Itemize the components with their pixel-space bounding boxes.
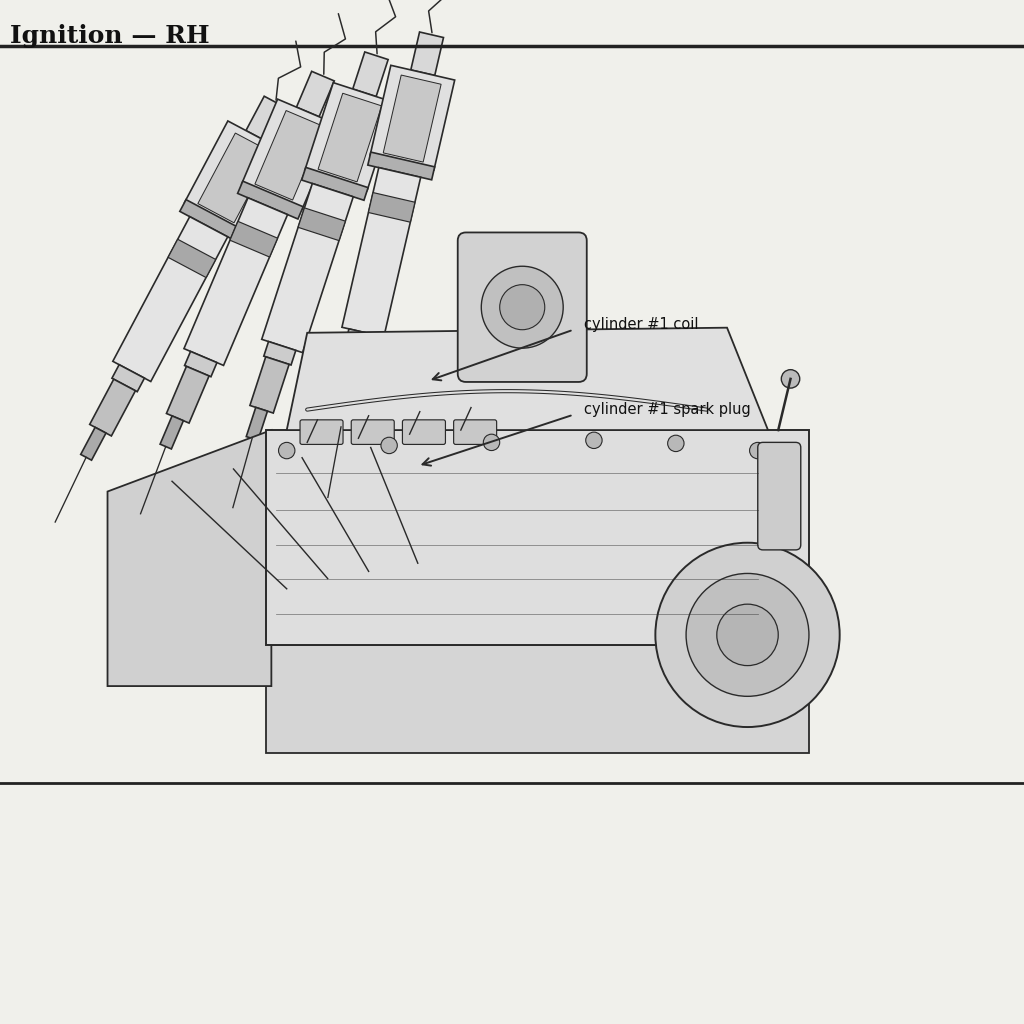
Polygon shape (298, 208, 345, 241)
Circle shape (655, 543, 840, 727)
Polygon shape (262, 183, 353, 352)
Polygon shape (250, 356, 289, 413)
Polygon shape (352, 52, 388, 96)
Polygon shape (297, 72, 334, 117)
FancyBboxPatch shape (351, 420, 394, 444)
Polygon shape (370, 66, 455, 170)
Polygon shape (184, 121, 286, 233)
Polygon shape (305, 83, 395, 190)
Polygon shape (336, 344, 372, 399)
Polygon shape (342, 168, 421, 337)
Polygon shape (168, 240, 216, 278)
Circle shape (717, 604, 778, 666)
FancyBboxPatch shape (300, 420, 343, 444)
Circle shape (381, 437, 397, 454)
Polygon shape (246, 408, 267, 440)
Polygon shape (112, 365, 144, 392)
Polygon shape (184, 198, 288, 366)
Polygon shape (411, 32, 443, 76)
Polygon shape (180, 200, 244, 242)
FancyBboxPatch shape (454, 420, 497, 444)
Circle shape (781, 370, 800, 388)
Polygon shape (81, 427, 105, 460)
Polygon shape (246, 96, 286, 142)
Polygon shape (198, 133, 271, 223)
FancyBboxPatch shape (458, 232, 587, 382)
Polygon shape (238, 181, 303, 219)
Polygon shape (90, 379, 135, 436)
Text: cylinder #1 coil: cylinder #1 coil (584, 317, 698, 332)
Polygon shape (383, 75, 441, 162)
Circle shape (500, 285, 545, 330)
Polygon shape (184, 351, 217, 377)
Polygon shape (255, 111, 324, 200)
Circle shape (279, 442, 295, 459)
Text: cylinder #1 spark plug: cylinder #1 spark plug (584, 402, 751, 417)
Polygon shape (160, 416, 183, 449)
Circle shape (750, 442, 766, 459)
Circle shape (481, 266, 563, 348)
Polygon shape (287, 328, 768, 430)
Polygon shape (369, 193, 415, 222)
Polygon shape (368, 153, 434, 180)
Polygon shape (108, 430, 271, 686)
Circle shape (586, 432, 602, 449)
Polygon shape (266, 645, 809, 753)
Polygon shape (302, 167, 368, 201)
FancyBboxPatch shape (758, 442, 801, 550)
Circle shape (686, 573, 809, 696)
Polygon shape (264, 342, 296, 365)
Polygon shape (335, 395, 354, 428)
Polygon shape (113, 217, 227, 382)
Text: Ignition — RH: Ignition — RH (10, 24, 210, 47)
Polygon shape (266, 430, 809, 645)
Polygon shape (345, 329, 377, 350)
Circle shape (668, 435, 684, 452)
Polygon shape (167, 367, 209, 423)
Polygon shape (230, 221, 278, 257)
Polygon shape (318, 93, 382, 182)
FancyBboxPatch shape (402, 420, 445, 444)
Circle shape (483, 434, 500, 451)
Polygon shape (242, 99, 338, 210)
